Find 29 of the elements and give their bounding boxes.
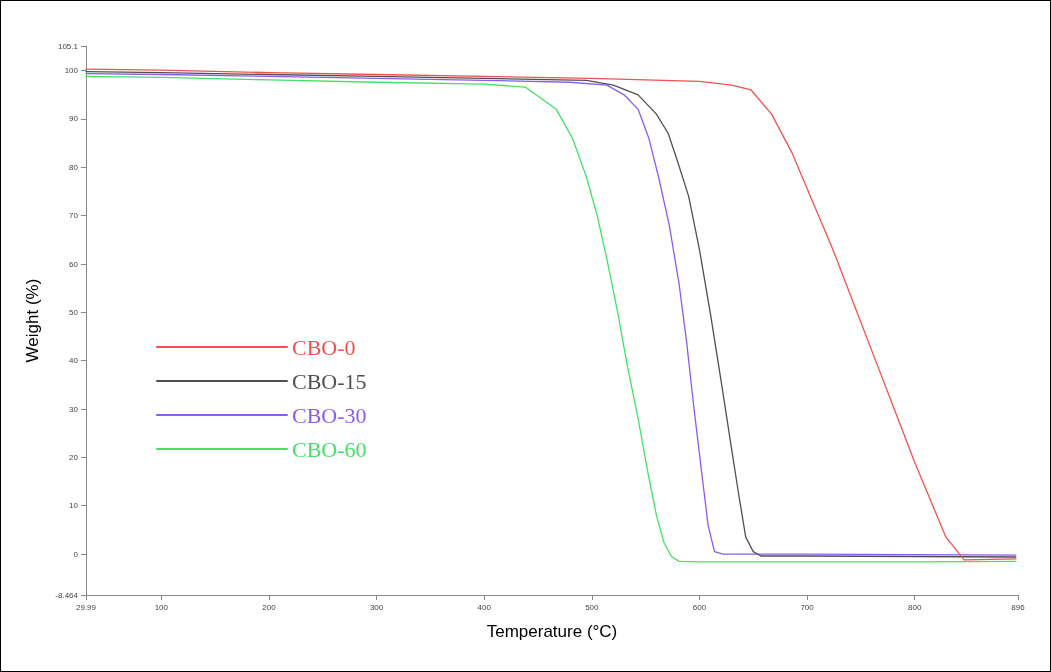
y-tick-label: 70 xyxy=(69,211,79,221)
y-tick-label: 80 xyxy=(69,162,79,172)
text: CBO-15 xyxy=(292,368,367,394)
x-tick-label: 896 xyxy=(1011,602,1026,612)
y-tick-label: 0 xyxy=(73,549,79,559)
x-tick-label: 29.99 xyxy=(75,602,97,612)
y-tick-label: 105.1 xyxy=(57,41,79,51)
y-tick-label: 20 xyxy=(69,452,79,462)
y-tick-label: 90 xyxy=(69,114,79,124)
x-tick-label: 500 xyxy=(585,602,600,612)
x-tick-label: 400 xyxy=(477,602,492,612)
x-tick-label: 100 xyxy=(154,602,169,612)
text: CBO-30 xyxy=(292,402,367,428)
x-tick-label: 800 xyxy=(908,602,922,612)
text: CBO-60 xyxy=(292,436,367,462)
x-axis-title: Temperature (°C) xyxy=(486,622,618,641)
x-tick-label: 300 xyxy=(369,602,384,612)
y-tick-label: -8.464 xyxy=(55,590,79,600)
y-tick-label: 100 xyxy=(64,66,79,76)
x-tick-label: 700 xyxy=(800,602,815,612)
x-tick-label: 200 xyxy=(262,602,277,612)
y-tick-label: 30 xyxy=(69,404,79,414)
text: CBO-0 xyxy=(292,334,356,360)
y-tick-label: 60 xyxy=(69,259,79,269)
y-tick-label: 10 xyxy=(69,501,79,511)
y-axis-title: Weight (%) xyxy=(23,278,42,363)
y-tick-label: 40 xyxy=(69,356,79,366)
x-tick-label: 600 xyxy=(692,602,707,612)
y-tick-label: 50 xyxy=(69,307,79,317)
